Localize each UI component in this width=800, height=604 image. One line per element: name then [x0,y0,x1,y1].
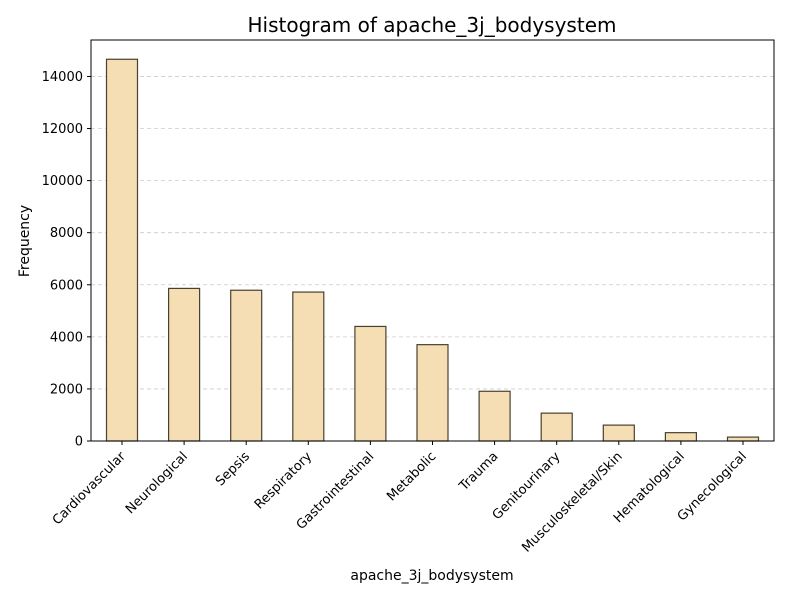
x-tick-label: Neurological [123,449,191,517]
x-tick-label: Respiratory [252,449,315,512]
y-tick-label: 2000 [50,382,83,397]
y-tick-label: 12000 [42,122,83,137]
y-axis-ticks: 0 2000 4000 6000 8000 10000 12000 14000 [42,70,91,450]
bar-respiratory [292,291,325,442]
x-tick-label: Metabolic [384,449,439,504]
bar-trauma [478,390,511,442]
bar-gastrointestinal [354,325,387,442]
y-tick-label: 0 [75,435,83,450]
x-tick-label: Sepsis [213,449,253,489]
y-tick-label: 6000 [50,278,83,293]
y-tick-label: 4000 [50,330,83,345]
chart-title: Histogram of apache_3j_bodysystem [248,13,617,37]
x-tick-label: Trauma [456,449,501,494]
x-tick-label: Cardiovascular [50,449,129,528]
bar-sepsis [230,289,263,442]
y-tick-label: 14000 [42,70,83,85]
y-tick-label: 8000 [50,226,83,241]
bar-genitourinary [540,412,573,442]
bar-neurological [168,287,201,442]
bar-metabolic [416,344,449,442]
x-axis-label: apache_3j_bodysystem [350,568,513,584]
bar-musculoskeletal-skin [602,424,635,442]
bars [105,58,760,442]
bar-hematological [664,432,698,442]
bar-cardiovascular [105,58,139,442]
bar-gynecological [726,436,760,442]
x-tick-label: Musculoskeletal/Skin [519,449,625,555]
y-axis-label: Frequency [17,205,33,277]
gridlines [91,76,774,390]
y-tick-label: 10000 [42,174,83,189]
